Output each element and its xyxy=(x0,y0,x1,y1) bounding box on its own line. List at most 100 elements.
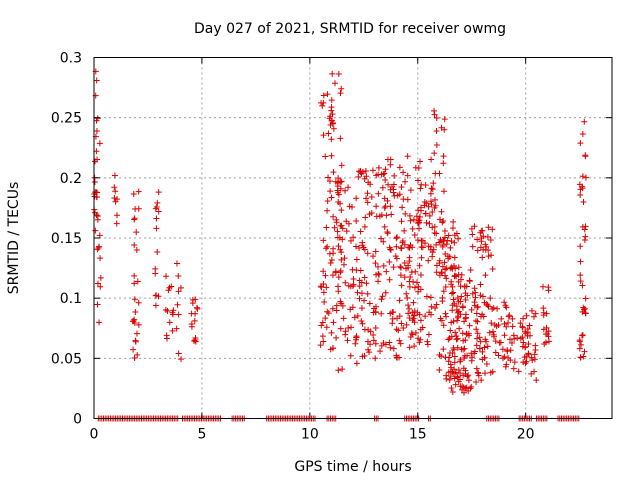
data-point xyxy=(440,346,447,353)
data-point xyxy=(545,284,552,291)
data-point xyxy=(443,241,450,248)
data-point xyxy=(445,232,452,239)
data-point xyxy=(400,169,407,176)
data-point xyxy=(389,183,396,190)
data-point xyxy=(465,372,472,379)
data-point xyxy=(377,348,384,355)
data-point xyxy=(372,340,379,347)
data-point xyxy=(451,254,458,261)
data-point xyxy=(133,247,140,254)
data-point xyxy=(328,257,335,264)
data-point xyxy=(396,164,403,171)
data-point xyxy=(188,323,195,330)
data-point xyxy=(479,293,486,300)
data-point xyxy=(423,293,430,300)
data-point xyxy=(338,207,345,214)
data-point xyxy=(489,328,496,335)
data-point xyxy=(453,230,460,237)
data-point xyxy=(372,355,379,362)
data-point xyxy=(406,344,413,351)
data-point xyxy=(328,136,335,143)
data-point xyxy=(482,272,489,279)
data-point xyxy=(365,326,372,333)
data-point xyxy=(473,365,480,372)
data-point xyxy=(473,326,480,333)
data-point xyxy=(131,280,138,287)
data-point xyxy=(472,294,479,301)
data-point xyxy=(414,220,421,227)
data-point xyxy=(346,203,353,210)
data-point xyxy=(468,306,475,313)
data-point xyxy=(581,118,588,125)
data-point xyxy=(155,293,162,300)
data-point xyxy=(543,324,550,331)
data-point xyxy=(389,320,396,327)
data-point xyxy=(451,273,458,280)
data-point xyxy=(579,332,586,339)
data-point xyxy=(329,70,336,77)
data-point xyxy=(94,212,101,219)
data-point xyxy=(393,354,400,361)
data-point xyxy=(362,214,369,221)
data-point xyxy=(152,302,159,309)
data-point xyxy=(526,332,533,339)
data-point xyxy=(449,388,456,395)
data-point xyxy=(319,319,326,326)
data-point xyxy=(581,305,588,312)
data-point xyxy=(490,304,497,311)
data-point xyxy=(131,296,138,303)
data-point xyxy=(411,312,418,319)
data-point xyxy=(337,135,344,142)
data-point xyxy=(365,346,372,353)
data-point xyxy=(447,361,454,368)
data-point xyxy=(447,327,454,334)
data-point xyxy=(354,289,361,296)
data-point xyxy=(356,295,363,302)
data-point xyxy=(445,336,452,343)
y-tick-label: 0.05 xyxy=(51,351,82,367)
data-point xyxy=(479,254,486,261)
data-point xyxy=(457,370,464,377)
data-point xyxy=(426,220,433,227)
data-point xyxy=(356,283,363,290)
x-tick-label: 10 xyxy=(301,427,319,443)
data-point xyxy=(132,308,139,315)
data-point xyxy=(398,218,405,225)
data-point xyxy=(528,307,535,314)
data-point xyxy=(154,249,161,256)
data-point xyxy=(330,319,337,326)
data-point xyxy=(406,212,413,219)
data-point xyxy=(154,199,161,206)
data-point xyxy=(461,345,468,352)
data-point xyxy=(462,367,469,374)
data-point xyxy=(454,295,461,302)
data-point xyxy=(431,230,438,237)
data-point xyxy=(471,299,478,306)
data-point xyxy=(398,282,405,289)
data-point xyxy=(496,339,503,346)
data-point xyxy=(330,213,337,220)
data-point xyxy=(381,170,388,177)
data-point xyxy=(390,345,397,352)
data-point xyxy=(416,225,423,232)
data-point xyxy=(540,312,547,319)
data-point xyxy=(369,167,376,174)
data-point xyxy=(385,181,392,188)
data-point xyxy=(505,354,512,361)
data-point xyxy=(576,345,583,352)
data-point xyxy=(428,185,435,192)
data-point xyxy=(318,322,325,329)
data-point xyxy=(478,377,485,384)
data-point xyxy=(376,213,383,220)
data-point xyxy=(335,274,342,281)
data-point xyxy=(375,271,382,278)
data-point xyxy=(390,264,397,271)
data-point xyxy=(465,387,472,394)
data-point xyxy=(478,238,485,245)
data-point xyxy=(361,352,368,359)
data-point xyxy=(358,317,365,324)
data-point xyxy=(415,207,422,214)
data-point xyxy=(341,255,348,262)
data-point xyxy=(169,311,176,318)
data-point xyxy=(577,354,584,361)
